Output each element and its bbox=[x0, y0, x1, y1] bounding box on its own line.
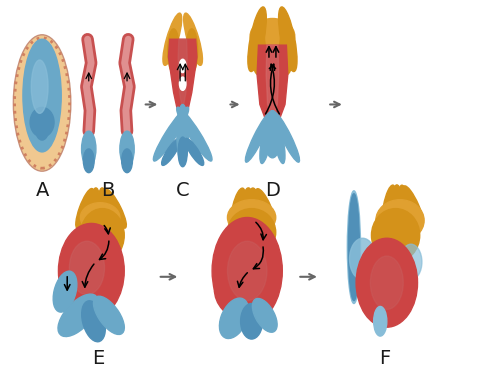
Ellipse shape bbox=[104, 189, 126, 228]
Polygon shape bbox=[168, 39, 197, 110]
Ellipse shape bbox=[53, 271, 77, 312]
Ellipse shape bbox=[184, 13, 203, 65]
Ellipse shape bbox=[58, 253, 106, 318]
Ellipse shape bbox=[58, 224, 124, 318]
Ellipse shape bbox=[228, 200, 276, 235]
Ellipse shape bbox=[122, 149, 132, 173]
Ellipse shape bbox=[14, 35, 71, 171]
Ellipse shape bbox=[372, 209, 420, 262]
Ellipse shape bbox=[350, 238, 376, 280]
Ellipse shape bbox=[382, 185, 396, 226]
Ellipse shape bbox=[168, 29, 179, 73]
Ellipse shape bbox=[88, 188, 100, 229]
Text: C: C bbox=[176, 181, 190, 200]
Ellipse shape bbox=[280, 28, 293, 75]
Ellipse shape bbox=[163, 13, 182, 65]
Ellipse shape bbox=[356, 238, 418, 327]
Ellipse shape bbox=[162, 138, 180, 166]
Ellipse shape bbox=[248, 7, 266, 71]
Ellipse shape bbox=[120, 131, 134, 167]
Ellipse shape bbox=[403, 186, 423, 225]
Ellipse shape bbox=[84, 149, 94, 173]
Text: B: B bbox=[101, 181, 114, 200]
Ellipse shape bbox=[58, 294, 98, 337]
Ellipse shape bbox=[80, 209, 124, 262]
Text: E: E bbox=[92, 349, 104, 368]
Ellipse shape bbox=[348, 191, 360, 304]
Ellipse shape bbox=[186, 29, 198, 73]
Ellipse shape bbox=[246, 112, 272, 162]
Ellipse shape bbox=[98, 188, 110, 229]
Ellipse shape bbox=[252, 298, 277, 332]
Ellipse shape bbox=[250, 188, 262, 223]
Ellipse shape bbox=[278, 7, 297, 71]
Ellipse shape bbox=[228, 241, 267, 301]
Ellipse shape bbox=[214, 259, 272, 318]
Ellipse shape bbox=[23, 39, 61, 152]
Ellipse shape bbox=[348, 194, 360, 301]
Ellipse shape bbox=[36, 122, 48, 140]
Ellipse shape bbox=[264, 116, 281, 158]
Ellipse shape bbox=[177, 105, 188, 164]
Ellipse shape bbox=[220, 298, 248, 339]
Ellipse shape bbox=[376, 200, 424, 241]
Ellipse shape bbox=[228, 209, 276, 256]
Text: A: A bbox=[36, 181, 49, 200]
Ellipse shape bbox=[260, 110, 274, 164]
Ellipse shape bbox=[80, 203, 120, 232]
Text: D: D bbox=[265, 181, 280, 200]
Ellipse shape bbox=[30, 108, 54, 137]
Text: F: F bbox=[379, 349, 390, 368]
Ellipse shape bbox=[370, 256, 404, 310]
Ellipse shape bbox=[180, 77, 186, 90]
Ellipse shape bbox=[178, 137, 187, 167]
Polygon shape bbox=[257, 45, 288, 119]
Ellipse shape bbox=[94, 296, 124, 334]
Ellipse shape bbox=[274, 112, 299, 162]
Ellipse shape bbox=[82, 131, 96, 167]
Ellipse shape bbox=[176, 107, 212, 161]
Ellipse shape bbox=[392, 185, 404, 227]
Ellipse shape bbox=[400, 185, 414, 226]
Ellipse shape bbox=[180, 59, 186, 73]
Ellipse shape bbox=[185, 138, 204, 166]
Ellipse shape bbox=[242, 188, 253, 224]
Ellipse shape bbox=[250, 19, 295, 54]
Polygon shape bbox=[178, 39, 187, 110]
Ellipse shape bbox=[232, 188, 245, 223]
Ellipse shape bbox=[154, 107, 188, 161]
Ellipse shape bbox=[256, 189, 274, 222]
Ellipse shape bbox=[374, 307, 387, 336]
Polygon shape bbox=[266, 45, 278, 119]
Ellipse shape bbox=[400, 244, 422, 280]
Ellipse shape bbox=[32, 60, 48, 113]
Ellipse shape bbox=[240, 304, 262, 339]
Ellipse shape bbox=[252, 28, 266, 75]
Ellipse shape bbox=[76, 189, 94, 229]
Ellipse shape bbox=[70, 241, 104, 295]
Ellipse shape bbox=[212, 218, 282, 324]
Ellipse shape bbox=[271, 110, 285, 164]
Ellipse shape bbox=[82, 301, 106, 342]
